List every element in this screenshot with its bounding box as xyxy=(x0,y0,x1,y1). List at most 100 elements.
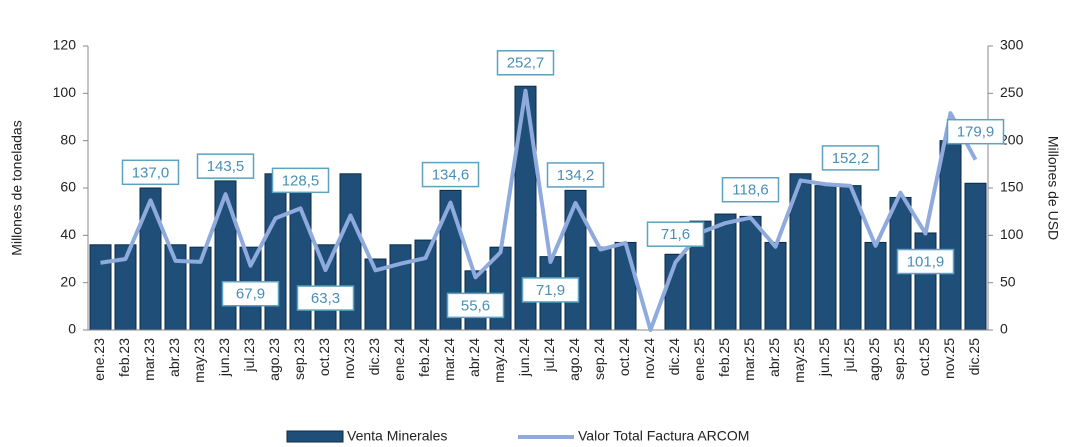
bar xyxy=(714,213,737,331)
data-label: 137,0 xyxy=(132,164,170,181)
y-tick-label: 80 xyxy=(60,131,76,147)
y-axis-label: Millones de toneladas xyxy=(9,120,25,255)
x-tick-label: feb.23 xyxy=(116,338,132,377)
y2-tick-label: 150 xyxy=(1000,179,1024,195)
y2-tick-label: 300 xyxy=(1000,37,1024,53)
data-label: 143,5 xyxy=(207,158,245,175)
bar xyxy=(139,187,162,331)
bar xyxy=(214,180,237,331)
x-tick-label: abr.25 xyxy=(766,338,782,377)
data-label-box xyxy=(496,50,555,76)
x-tick-label: jun.25 xyxy=(816,338,832,377)
bar xyxy=(389,244,412,331)
x-tick-label: dic.23 xyxy=(366,338,382,376)
data-label: 152,2 xyxy=(832,150,870,167)
data-label: 55,6 xyxy=(461,297,490,314)
data-label-box xyxy=(271,167,330,194)
x-tick-label: ene.23 xyxy=(91,338,107,381)
x-tick-label: ago.25 xyxy=(866,338,882,381)
bar xyxy=(939,140,962,331)
data-label: 252,7 xyxy=(507,55,545,72)
x-tick-label: ago.24 xyxy=(566,338,582,381)
bar xyxy=(89,244,112,331)
x-tick-label: jun.24 xyxy=(516,338,532,377)
x-tick-label: jul.23 xyxy=(241,338,257,373)
x-tick-label: abr.23 xyxy=(166,338,182,377)
bar xyxy=(739,215,762,331)
y-tick-label: 120 xyxy=(53,37,77,53)
x-tick-label: mar.23 xyxy=(141,338,157,381)
x-tick-label: may.25 xyxy=(791,338,807,383)
x-tick-label: mar.25 xyxy=(741,338,757,381)
data-label-box xyxy=(421,161,480,188)
data-label: 134,6 xyxy=(432,167,470,184)
x-tick-label: nov.24 xyxy=(641,338,657,379)
y2-tick-label: 100 xyxy=(1000,226,1024,242)
y-tick-label: 40 xyxy=(60,226,76,242)
data-label: 71,9 xyxy=(536,282,565,299)
x-tick-label: feb.24 xyxy=(416,338,432,377)
x-tick-label: nov.25 xyxy=(941,338,957,379)
bar xyxy=(264,173,287,331)
x-tick-label: may.23 xyxy=(191,338,207,383)
data-label-box xyxy=(221,280,280,307)
x-tick-label: ene.25 xyxy=(691,338,707,381)
bar xyxy=(564,189,587,331)
data-label-box xyxy=(721,176,780,203)
data-label-box xyxy=(546,162,605,188)
x-tick-label: dic.25 xyxy=(966,338,982,376)
bar xyxy=(964,182,987,331)
y-tick-label: 60 xyxy=(60,179,76,195)
x-tick-label: dic.24 xyxy=(666,338,682,376)
data-label: 118,6 xyxy=(732,182,768,199)
y2-tick-label: 250 xyxy=(1000,84,1024,100)
x-tick-label: ene.24 xyxy=(391,338,407,381)
data-label-box xyxy=(896,248,955,275)
x-tick-label: nov.23 xyxy=(341,338,357,379)
legend-label: Valor Total Factura ARCOM xyxy=(578,428,749,444)
x-tick-label: ago.23 xyxy=(266,338,282,381)
data-label: 128,5 xyxy=(282,172,320,189)
line xyxy=(100,88,978,332)
x-tick-label: jun.23 xyxy=(216,338,232,377)
x-tick-label: mar.24 xyxy=(441,338,457,381)
data-label: 101,9 xyxy=(907,254,945,271)
data-label: 67,9 xyxy=(236,286,265,303)
x-tick-label: jul.24 xyxy=(541,338,557,373)
legend-label: Venta Minerales xyxy=(347,428,447,444)
y2-axis-label: Millones de USD xyxy=(1045,136,1061,240)
data-label-box xyxy=(121,159,180,186)
x-tick-label: jul.25 xyxy=(841,338,857,373)
x-tick-label: feb.25 xyxy=(716,338,732,377)
bar xyxy=(864,241,887,331)
legend-swatch xyxy=(286,430,344,443)
x-tick-label: abr.24 xyxy=(466,338,482,377)
x-tick-label: sep.25 xyxy=(891,338,907,380)
y2-tick-label: 50 xyxy=(1000,273,1016,289)
data-label: 179,9 xyxy=(957,124,995,141)
bar xyxy=(764,241,787,331)
y-tick-label: 0 xyxy=(68,321,76,337)
data-label: 71,6 xyxy=(661,226,690,243)
x-tick-label: sep.23 xyxy=(291,338,307,380)
x-tick-label: oct.24 xyxy=(616,338,632,376)
data-label-box xyxy=(296,285,355,311)
bar xyxy=(814,185,837,331)
y2-tick-label: 200 xyxy=(1000,131,1024,147)
data-label-box xyxy=(446,292,505,319)
bar xyxy=(914,232,937,331)
data-label-box xyxy=(196,153,255,179)
y-tick-label: 100 xyxy=(53,84,77,100)
y-tick-label: 20 xyxy=(60,273,76,289)
data-label-box xyxy=(821,145,880,171)
x-tick-label: oct.25 xyxy=(916,338,932,376)
x-tick-label: may.24 xyxy=(491,338,507,383)
data-label-box xyxy=(521,277,580,303)
x-tick-label: sep.24 xyxy=(591,338,607,380)
y2-tick-label: 0 xyxy=(1000,321,1008,337)
bar xyxy=(614,241,637,331)
data-label: 63,3 xyxy=(311,290,340,307)
data-label-box xyxy=(646,221,705,247)
bar xyxy=(589,246,612,331)
